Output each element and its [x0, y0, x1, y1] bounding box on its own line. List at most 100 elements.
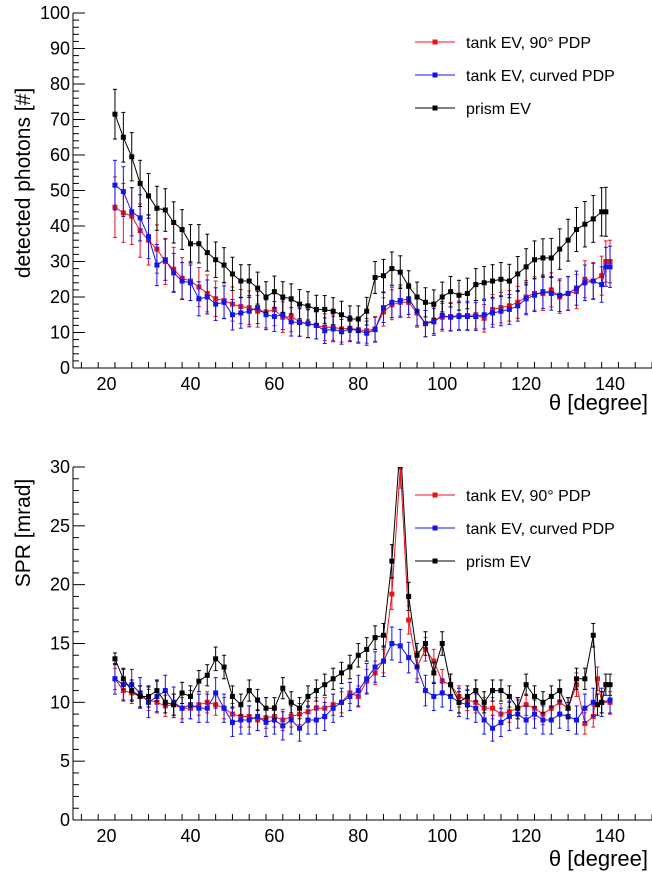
photons-series-2-point	[498, 276, 504, 282]
photons-series-1-point	[112, 182, 118, 188]
photons-series-2-line	[114, 114, 606, 320]
spr-series-2-point	[380, 632, 386, 638]
photons-xlabel: θ [degree]	[549, 390, 648, 415]
spr-series-2-point	[515, 705, 521, 711]
spr-series-2-point	[422, 641, 428, 646]
spr-legend-label: tank EV, curved PDP	[466, 521, 615, 538]
spr-series-0-point	[490, 705, 496, 711]
photons-series-1	[112, 159, 613, 346]
spr-series-1-point	[448, 693, 454, 699]
photons-series-1-point	[364, 330, 370, 336]
photons-ytick-label: 10	[50, 323, 70, 343]
photons-series-1-point	[456, 314, 462, 320]
spr-series-2-point	[398, 441, 403, 446]
spr-series-1-point	[238, 717, 244, 723]
photons-series-1-point	[339, 329, 345, 335]
photons-series-1-point	[313, 322, 319, 328]
photons-series-1-point	[422, 321, 428, 327]
spr-series-2-point	[473, 688, 479, 694]
spr-series-2-point	[431, 670, 437, 676]
spr-series-1-point	[557, 711, 563, 717]
spr-series-2-point	[498, 688, 504, 694]
spr-xtick-label: 80	[348, 826, 368, 846]
photons-series-1-point	[204, 294, 210, 300]
spr-legend-marker	[432, 558, 438, 564]
spr-series-1-point	[313, 717, 319, 723]
spr-series-1-point	[255, 713, 261, 719]
spr-series-1-point	[322, 713, 328, 719]
photons-series-1-point	[146, 234, 152, 240]
photons-series-2-point	[515, 271, 521, 277]
photons-series-1-point	[523, 296, 529, 302]
photons-series-1-point	[162, 257, 168, 263]
photons-series-1-point	[557, 292, 563, 298]
photons-ytick-label: 90	[50, 39, 70, 59]
spr-series-2-line	[114, 467, 610, 710]
spr-series-2-point	[238, 702, 244, 708]
spr-series-1-point	[590, 699, 596, 705]
photons-xtick-label: 120	[511, 374, 541, 394]
photons-series-1-point	[540, 289, 546, 295]
photons-series-1-point	[607, 264, 613, 270]
photons-legend-marker	[432, 72, 438, 78]
spr-series-1-point	[397, 643, 403, 649]
photons-series-2-point	[540, 255, 546, 261]
photons-series-1-point	[229, 312, 235, 318]
photons-series-1-point	[238, 310, 244, 316]
photons-series-2-point	[573, 227, 579, 233]
photons-series-2-point	[490, 278, 496, 284]
spr-series-1-point	[498, 719, 504, 725]
photons-series-2-point	[196, 241, 202, 247]
photons-series-2-point	[473, 282, 479, 288]
spr-xtick-label: 100	[427, 826, 457, 846]
spr-series-2-point	[322, 682, 328, 688]
photons-series-2	[112, 88, 609, 333]
spr-series-1-point	[339, 699, 345, 705]
photons-series-2-point	[305, 303, 311, 309]
photons-ytick-label: 100	[40, 3, 70, 23]
photons-legend-label: tank EV, curved PDP	[466, 68, 615, 85]
spr-series-2-point	[120, 676, 126, 682]
spr-series-2-point	[146, 693, 152, 699]
photons-ytick-label: 50	[50, 181, 70, 201]
photons-series-1-point	[565, 290, 571, 296]
photons-series-2-point	[154, 205, 160, 211]
spr-series-2	[112, 441, 613, 720]
photons-series-2-point	[355, 316, 361, 322]
photons-series-1-point	[129, 209, 135, 215]
spr-series-2-point	[557, 688, 563, 694]
photons-series-2-point	[246, 278, 252, 284]
spr-series-2-point	[280, 685, 286, 691]
photons-series-2-point	[255, 285, 261, 291]
photons-legend-label: tank EV, 90° PDP	[466, 35, 591, 52]
spr-series-1-point	[355, 688, 361, 694]
photons-series-1-point	[196, 296, 202, 302]
photons-panel: detected photons [#] θ [degree] 0 10 20 30 4…	[12, 3, 652, 415]
photons-series-1-point	[187, 280, 193, 286]
photons-xtick-label: 80	[348, 374, 368, 394]
spr-xlabel: θ [degree]	[549, 846, 648, 871]
photons-series-1-point	[271, 314, 277, 320]
photons-series-2-point	[187, 241, 193, 247]
photons-series-1-point	[448, 314, 454, 320]
spr-series-2-point	[456, 699, 462, 705]
spr-plot-area	[112, 441, 613, 742]
spr-series-2-point	[414, 652, 420, 658]
photons-series-2-point	[213, 257, 219, 263]
spr-series-1-point	[221, 705, 227, 711]
photons-series-2-point	[380, 273, 386, 279]
photons-legend-label: prism EV	[466, 101, 531, 118]
photons-series-2-point	[599, 209, 605, 215]
spr-series-0-point	[397, 467, 403, 470]
photons-series-2-point	[137, 180, 143, 186]
spr-ytick-label: 0	[60, 810, 70, 830]
spr-ytick-label: 25	[50, 516, 70, 536]
photons-series-1-point	[255, 305, 261, 311]
spr-series-2-point	[255, 697, 261, 703]
spr-series-1-point	[112, 676, 118, 682]
photons-series-2-point	[548, 255, 554, 261]
spr-ytick-label: 10	[50, 692, 70, 712]
spr-series-0-point	[582, 721, 588, 727]
spr-series-2-point	[330, 676, 336, 682]
photons-xtick-label: 40	[180, 374, 200, 394]
